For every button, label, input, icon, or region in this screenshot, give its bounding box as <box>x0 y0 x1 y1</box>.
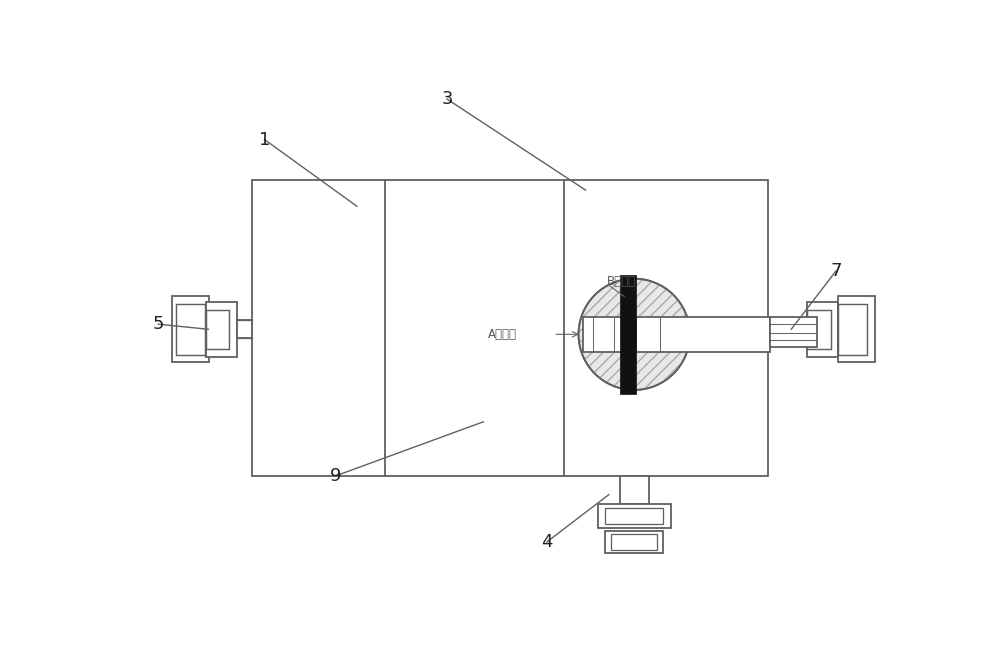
Bar <box>768 320 807 338</box>
Bar <box>807 302 838 357</box>
Text: 4: 4 <box>541 533 553 551</box>
Bar <box>807 309 831 349</box>
Bar <box>206 302 237 357</box>
Bar <box>583 317 770 351</box>
Text: B方向油: B方向油 <box>606 275 636 288</box>
Bar <box>838 304 867 355</box>
Bar <box>176 304 205 355</box>
Text: A方向油: A方向油 <box>488 328 517 341</box>
Bar <box>605 531 663 553</box>
Text: 9: 9 <box>330 467 341 485</box>
Text: 3: 3 <box>441 90 453 108</box>
Bar <box>620 275 636 394</box>
Bar <box>252 180 768 476</box>
Bar <box>838 296 875 362</box>
Bar <box>620 476 649 504</box>
Bar <box>598 504 671 528</box>
Bar <box>237 320 252 338</box>
Text: 5: 5 <box>153 315 164 333</box>
Bar <box>605 508 663 524</box>
Circle shape <box>579 279 690 390</box>
Bar <box>611 534 657 550</box>
Text: 1: 1 <box>259 131 270 148</box>
Bar <box>172 296 209 362</box>
Bar <box>770 317 817 347</box>
Bar <box>206 309 229 349</box>
Text: 7: 7 <box>830 262 842 280</box>
